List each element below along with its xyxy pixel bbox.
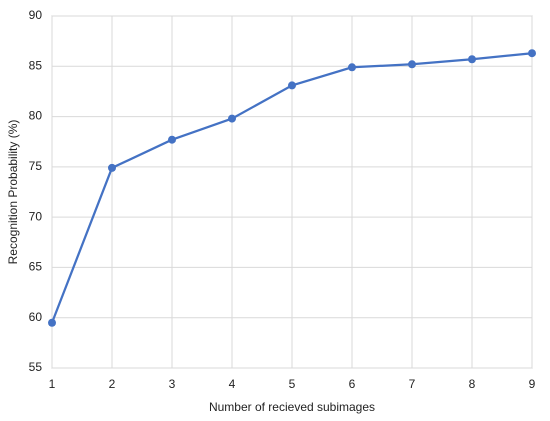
y-tick-label: 75 — [29, 159, 43, 173]
y-tick-label: 65 — [29, 260, 43, 274]
x-axis-label: Number of recieved subimages — [209, 400, 375, 414]
x-tick-label: 8 — [469, 377, 476, 391]
x-tick-label: 1 — [49, 377, 56, 391]
data-point — [168, 135, 176, 144]
data-point — [468, 55, 476, 64]
data-point — [288, 81, 296, 90]
x-tick-label: 6 — [349, 377, 356, 391]
x-tick-label: 5 — [289, 377, 296, 391]
x-tick-label: 4 — [229, 377, 236, 391]
data-point — [48, 318, 56, 327]
data-point — [228, 114, 236, 123]
y-tick-label: 90 — [29, 8, 43, 22]
data-point — [108, 163, 116, 172]
data-point — [528, 49, 536, 58]
y-tick-label: 85 — [29, 58, 43, 72]
data-point — [408, 60, 416, 69]
y-tick-label: 80 — [29, 109, 43, 123]
y-tick-label: 55 — [29, 360, 43, 374]
y-axis-label: Recognition Probability (%) — [6, 120, 20, 265]
y-tick-label: 60 — [29, 310, 43, 324]
data-point — [348, 63, 356, 72]
x-tick-label: 2 — [109, 377, 116, 391]
x-tick-label: 3 — [169, 377, 176, 391]
y-tick-label: 70 — [29, 209, 43, 223]
x-tick-label: 9 — [529, 377, 536, 391]
x-tick-label: 7 — [409, 377, 416, 391]
